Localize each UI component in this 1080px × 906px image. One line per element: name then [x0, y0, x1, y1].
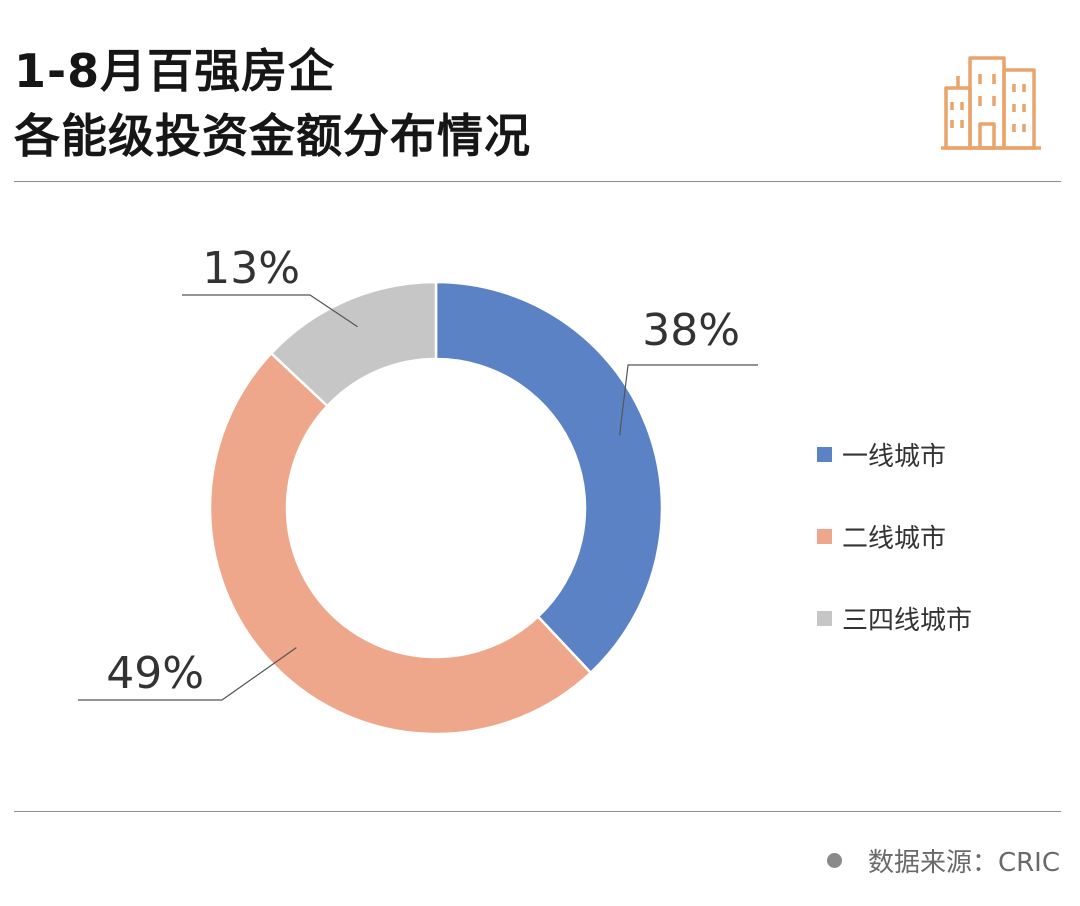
- legend-label-1: 一线城市: [842, 442, 946, 472]
- footer-divider: [14, 811, 1061, 812]
- data-label-1: 38%: [642, 305, 740, 356]
- legend-swatch-3: [817, 611, 832, 626]
- donut-slice-1: [434, 280, 664, 675]
- building-icon: [941, 56, 1041, 150]
- legend-swatch-1: [817, 447, 832, 462]
- leader-line-1: [619, 364, 758, 436]
- legend-label-3: 三四线城市: [842, 606, 972, 636]
- page-title-line-2: 各能级投资金额分布情况: [14, 109, 531, 163]
- header-divider: [14, 181, 1061, 182]
- source-dot-icon: [826, 853, 842, 868]
- data-label-3: 13%: [202, 243, 300, 294]
- legend-label-2: 二线城市: [842, 524, 946, 554]
- legend-swatch-2: [817, 529, 832, 544]
- leader-line-3: [182, 294, 358, 328]
- donut-slice-3: [269, 280, 438, 408]
- donut-slice-2: [208, 351, 593, 736]
- leader-line-2: [78, 647, 297, 701]
- source-text: 数据来源：CRIC: [867, 848, 1060, 878]
- page-title-line-1: 1-8月百强房企: [14, 44, 336, 98]
- data-source: 数据来源：CRIC: [826, 842, 1060, 879]
- data-label-2: 49%: [106, 648, 204, 699]
